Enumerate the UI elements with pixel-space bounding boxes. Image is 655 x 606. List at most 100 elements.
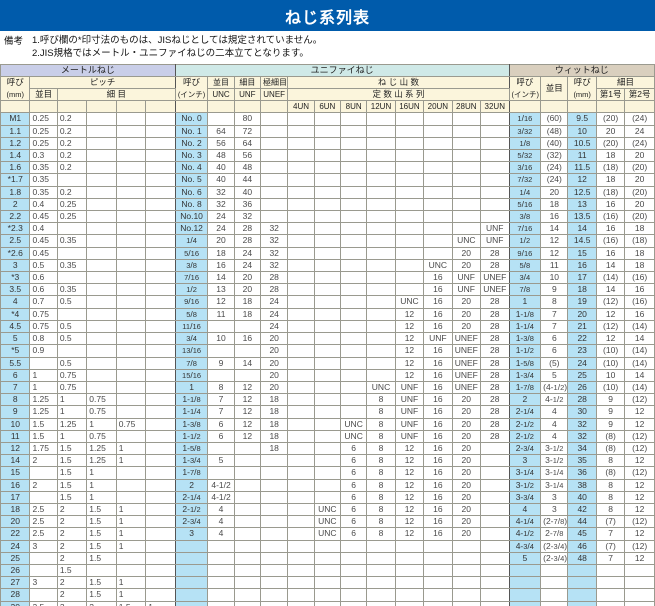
metric-fine-pitch-cell xyxy=(145,539,176,553)
unified-thread-cell xyxy=(313,466,341,480)
unified-thread-cell xyxy=(313,185,341,199)
unified-thread-cell xyxy=(233,502,262,517)
unified-spacer-2 xyxy=(207,100,235,114)
unified-thread-cell xyxy=(339,405,368,419)
metric-fine-pitch-cell xyxy=(145,466,176,480)
whitworth-fine2-cell: 20 xyxy=(624,197,655,212)
unified-thread-cell xyxy=(479,588,510,602)
metric-size-cell: 14 xyxy=(0,454,31,468)
unified-thread-cell xyxy=(233,454,262,468)
unified-thread-cell: UNF xyxy=(394,393,425,407)
unified-size-cell: 11/16 xyxy=(174,319,209,334)
unified-thread-cell xyxy=(394,600,425,606)
unified-thread-cell xyxy=(366,332,396,346)
unified-thread-cell: 16 xyxy=(423,502,453,517)
metric-fine-pitch-cell xyxy=(145,161,176,175)
unified-thread-cell xyxy=(287,197,315,212)
whitworth-fine1-cell: 9 xyxy=(595,393,626,407)
unified-thread-cell: 20 xyxy=(233,271,262,285)
whitworth-size-in-cell: 1-1/8 xyxy=(508,307,542,321)
unified-thread-cell: 40 xyxy=(207,173,235,187)
unified-thread-cell xyxy=(259,588,289,602)
unified-spacer-3 xyxy=(233,100,262,114)
metric-fine-pitch-cell xyxy=(145,246,176,260)
metric-fine-pitch-cell: 1.25 xyxy=(86,441,117,456)
unified-size-cell: No.10 xyxy=(174,210,209,224)
whitworth-size-mm-cell: 32 xyxy=(567,417,597,431)
whitworth-coarse-cell: 3 xyxy=(540,502,569,517)
unified-thread-cell xyxy=(366,307,396,321)
whitworth-size-in-cell: 1-1/4 xyxy=(508,319,542,334)
unified-size-cell xyxy=(174,563,209,578)
metric-fine-pitch-cell: 3 xyxy=(56,600,88,606)
metric-coarse-pitch-cell: 0.4 xyxy=(29,222,58,236)
metric-fine-pitch-cell xyxy=(145,490,176,504)
metric-fine-pitch-cell: 0.35 xyxy=(56,234,88,248)
whitworth-coarse-cell: (60) xyxy=(540,112,569,126)
unified-thread-cell xyxy=(259,515,289,529)
table-row: 3 0.5 0.35 3/8 16 24 32 UNC 20 28 5/8 11 16 14 18 xyxy=(0,258,655,273)
unified-thread-cell: 28 xyxy=(479,332,510,346)
metric-coarse-header: 並目 xyxy=(29,88,58,102)
unified-thread-cell xyxy=(313,112,341,126)
metric-coarse-pitch-cell: 0.6 xyxy=(29,283,58,297)
whitworth-size-in-cell: 3-3/4 xyxy=(508,490,542,504)
table-row: 11 1.5 1 0.75 1-1/2 6 12 18 UNC 8 UNF 16 20 28 2-1/2 4 3… xyxy=(0,429,655,443)
notes-block: 備考 1.呼び欄の*印寸法のものは、JISねじとしては規定されていません。 2.… xyxy=(0,31,655,64)
metric-fine-pitch-cell: 1.5 xyxy=(86,515,117,529)
whitworth-fine2-cell: (14) xyxy=(624,380,655,395)
unified-thread-cell xyxy=(287,271,315,285)
unified-thread-cell xyxy=(423,112,453,126)
metric-fine-pitch-cell: 2 xyxy=(56,515,88,529)
metric-size-cell: 16 xyxy=(0,478,31,492)
unified-thread-cell: 20 xyxy=(451,527,481,541)
unified-thread-cell xyxy=(207,441,235,456)
unified-thread-cell xyxy=(339,222,368,236)
whitworth-size-mm-cell: 22 xyxy=(567,332,597,346)
unified-thread-cell xyxy=(451,185,481,199)
whitworth-size-mm-cell: 15 xyxy=(567,246,597,260)
whitworth-fine2-cell: 20 xyxy=(624,173,655,187)
unified-thread-cell xyxy=(207,319,235,334)
whitworth-size-mm-cell: 11.5 xyxy=(567,161,597,175)
unified-size-cell: 1-1/8 xyxy=(174,393,209,407)
whitworth-fine-header: 細目 xyxy=(595,75,655,90)
whitworth-coarse-cell: (2-3/4) xyxy=(540,551,569,565)
unified-constant-series-header: 定 数 山 系 列 xyxy=(287,88,510,102)
whitworth-coarse-cell: 18 xyxy=(540,197,569,212)
unified-thread-cell xyxy=(207,600,235,606)
unified-size-cell: No. 4 xyxy=(174,161,209,175)
whitworth-fine1-cell: 20 xyxy=(595,124,626,138)
whitworth-fine1-cell: (12) xyxy=(595,295,626,309)
whitworth-size-in-cell: 5/32 xyxy=(508,149,542,163)
whitworth-size-in-cell: 3/16 xyxy=(508,161,542,175)
metric-coarse-pitch-cell: 3 xyxy=(29,539,58,553)
metric-coarse-pitch-cell: 2.5 xyxy=(29,515,58,529)
unified-thread-cell xyxy=(366,258,396,273)
whitworth-size-in-cell xyxy=(508,588,542,602)
metric-size-cell: *2.6 xyxy=(0,246,31,260)
metric-fine-pitch-cell: 0.5 xyxy=(56,295,88,309)
unified-12un-header: 12UN xyxy=(366,100,396,114)
unified-thread-cell: UNEF xyxy=(451,356,481,370)
metric-fine-pitch-cell: 1 xyxy=(56,405,88,419)
table-row: 8 1.25 1 0.75 1-1/8 7 12 18 8 UNF 16 20 28 2 4-1/2 28 9(… xyxy=(0,393,655,407)
metric-fine-pitch-cell xyxy=(145,319,176,334)
unified-thread-cell xyxy=(339,539,368,553)
unified-thread-cell xyxy=(313,551,341,565)
unified-thread-cell: 13 xyxy=(207,283,235,297)
unified-thread-cell xyxy=(451,222,481,236)
metric-fine-pitch-cell: 1.25 xyxy=(86,454,117,468)
whitworth-size-in-cell: 3/32 xyxy=(508,124,542,138)
unified-thread-cell xyxy=(451,588,481,602)
metric-fine-pitch-cell: 2 xyxy=(56,502,88,517)
whitworth-coarse-cell: 14 xyxy=(540,222,569,236)
whit-size-in-label: 呼び xyxy=(516,77,534,88)
unified-size-cell: No. 8 xyxy=(174,197,209,212)
unified-thread-cell xyxy=(339,149,368,163)
metric-size-cell: *5 xyxy=(0,344,31,358)
metric-size-cell: 18 xyxy=(0,502,31,517)
unified-thread-cell xyxy=(313,393,341,407)
unified-thread-cell xyxy=(287,112,315,126)
metric-fine-pitch-cell xyxy=(86,307,117,321)
